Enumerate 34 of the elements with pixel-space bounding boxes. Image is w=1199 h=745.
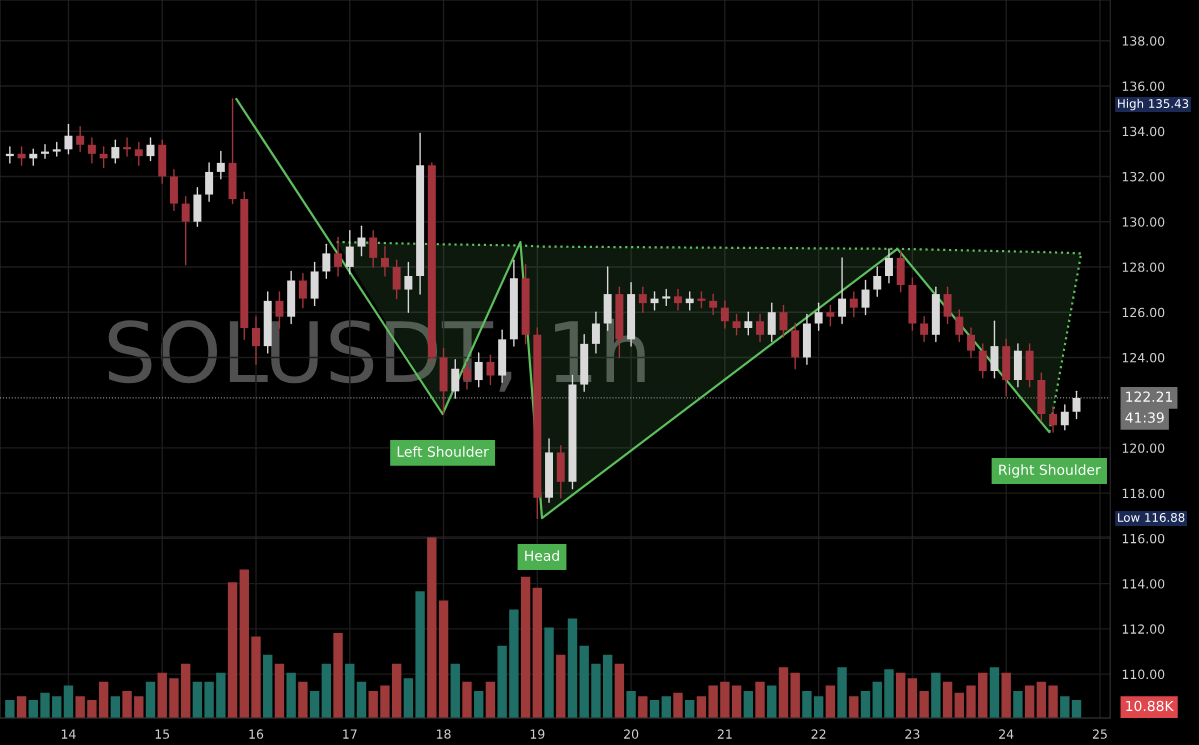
y-tick-label: 110.00 <box>1122 669 1165 680</box>
y-tick-label: 118.00 <box>1122 488 1165 499</box>
annotation: Right Shoulder <box>999 464 1101 478</box>
y-tick-label: 136.00 <box>1122 81 1165 91</box>
y-tick-label: 124.00 <box>1122 352 1165 363</box>
text: High 135.43 <box>1118 98 1189 111</box>
x-tick-label: 20 <box>624 729 639 739</box>
text: Low 116.88 <box>1118 513 1185 522</box>
x-tick-label: 23 <box>905 729 920 739</box>
x-tick-label: 17 <box>343 729 357 739</box>
text: 41:39 <box>1125 412 1164 423</box>
y-tick-label: 130.00 <box>1122 217 1165 227</box>
y-tick-label: 120.00 <box>1122 443 1165 453</box>
y-tick-label: 128.00 <box>1122 262 1165 272</box>
x-tick-label: 21 <box>717 729 732 739</box>
x-tick-label: 16 <box>249 729 264 739</box>
y-tick-label: 114.00 <box>1122 579 1165 589</box>
text: 10.88K <box>1126 700 1174 712</box>
x-tick-label: 15 <box>155 729 170 739</box>
annotation: Left Shoulder <box>397 446 489 457</box>
y-tick-label: 112.00 <box>1122 624 1165 634</box>
annotation: Head <box>525 550 559 561</box>
x-tick-label: 14 <box>61 729 76 739</box>
x-tick-label: 25 <box>1092 729 1107 739</box>
x-tick-label: 22 <box>811 729 826 739</box>
y-tick-label: 132.00 <box>1122 171 1165 182</box>
x-tick-label: 19 <box>530 729 545 739</box>
ref-line-label: 122.21 <box>1126 391 1173 402</box>
x-tick-label: 18 <box>436 729 451 739</box>
y-tick-label: 138.00 <box>1122 36 1165 46</box>
x-tick-label: 24 <box>999 729 1014 739</box>
y-tick-label: 134.00 <box>1122 126 1165 137</box>
y-tick-label: 126.00 <box>1122 307 1165 318</box>
y-tick-label: 116.00 <box>1122 533 1165 544</box>
